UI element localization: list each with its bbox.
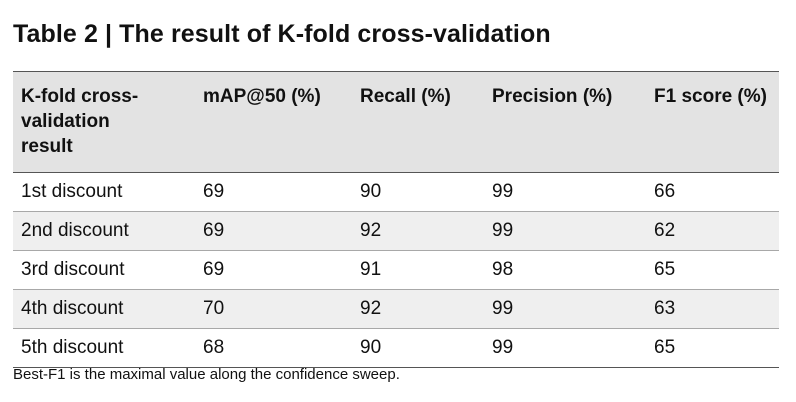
cell-fold: 5th discount	[21, 337, 124, 358]
results-table-container: K-fold cross-validation result mAP@50 (%…	[13, 71, 779, 368]
cell-precision: 99	[492, 220, 514, 241]
cell-recall: 90	[360, 337, 382, 358]
cell-precision: 99	[492, 181, 514, 202]
cell-map50: 69	[203, 259, 225, 280]
cell-recall: 92	[360, 298, 382, 319]
cell-f1-score: 66	[654, 181, 676, 202]
cell-recall: 92	[360, 220, 382, 241]
cell-f1-score: 63	[654, 298, 676, 319]
header-recall: Recall (%)	[360, 86, 451, 107]
cell-f1-score: 65	[654, 337, 676, 358]
cell-fold: 3rd discount	[21, 259, 125, 280]
table-row: 2nd discount 69 92 99 62	[13, 211, 779, 251]
table-row: 1st discount 69 90 99 66	[13, 173, 779, 212]
header-map50: mAP@50 (%)	[203, 86, 321, 107]
cell-precision: 99	[492, 298, 514, 319]
table-footnote: Best-F1 is the maximal value along the c…	[13, 366, 400, 383]
header-row: K-fold cross-validation result mAP@50 (%…	[13, 71, 779, 173]
cell-map50: 68	[203, 337, 225, 358]
cell-f1-score: 65	[654, 259, 676, 280]
table-row: 4th discount 70 92 99 63	[13, 289, 779, 329]
cell-fold: 1st discount	[21, 181, 123, 202]
header-f1-score: F1 score (%)	[654, 86, 767, 107]
cell-f1-score: 62	[654, 220, 676, 241]
header-kfold-result: K-fold cross-validation result	[21, 86, 139, 157]
table-header: K-fold cross-validation result mAP@50 (%…	[13, 71, 779, 173]
table-row: 5th discount 68 90 99 65	[13, 329, 779, 368]
cell-map50: 69	[203, 220, 225, 241]
cell-precision: 98	[492, 259, 514, 280]
table-row: 3rd discount 69 91 98 65	[13, 251, 779, 290]
table-title: Table 2 | The result of K-fold cross-val…	[13, 20, 551, 48]
cell-recall: 91	[360, 259, 382, 280]
cell-precision: 99	[492, 337, 514, 358]
cell-recall: 90	[360, 181, 382, 202]
cell-map50: 70	[203, 298, 225, 319]
results-table: K-fold cross-validation result mAP@50 (%…	[13, 71, 779, 368]
table-body: 1st discount 69 90 99 66 2nd discount 69…	[13, 173, 779, 368]
header-precision: Precision (%)	[492, 86, 613, 107]
cell-fold: 4th discount	[21, 298, 124, 319]
cell-map50: 69	[203, 181, 225, 202]
cell-fold: 2nd discount	[21, 220, 129, 241]
